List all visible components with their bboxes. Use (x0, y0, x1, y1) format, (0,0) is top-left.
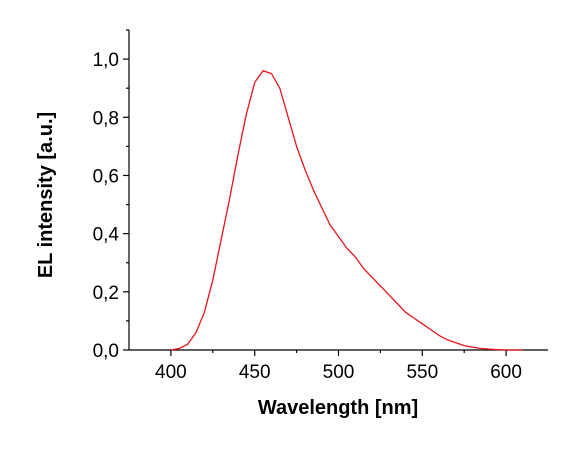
x-tick-label: 400 (155, 362, 187, 383)
y-tick-label: 0,4 (93, 225, 120, 246)
y-tick-label: 0,6 (93, 166, 119, 187)
y-tick-label: 0,8 (93, 108, 119, 129)
data-line (170, 69, 523, 351)
x-tick-label: 500 (323, 362, 355, 383)
x-tick-label: 600 (490, 362, 522, 383)
y-tick-label: 0,0 (93, 341, 119, 362)
x-tick-label: 550 (406, 362, 438, 383)
y-axis-title: EL intensity [a.u.] (35, 112, 57, 278)
x-tick-label: 450 (239, 362, 271, 383)
y-tick-label: 0,2 (93, 283, 119, 304)
x-axis-title: Wavelength [nm] (258, 397, 418, 419)
y-tick-label: 1,0 (93, 50, 119, 71)
